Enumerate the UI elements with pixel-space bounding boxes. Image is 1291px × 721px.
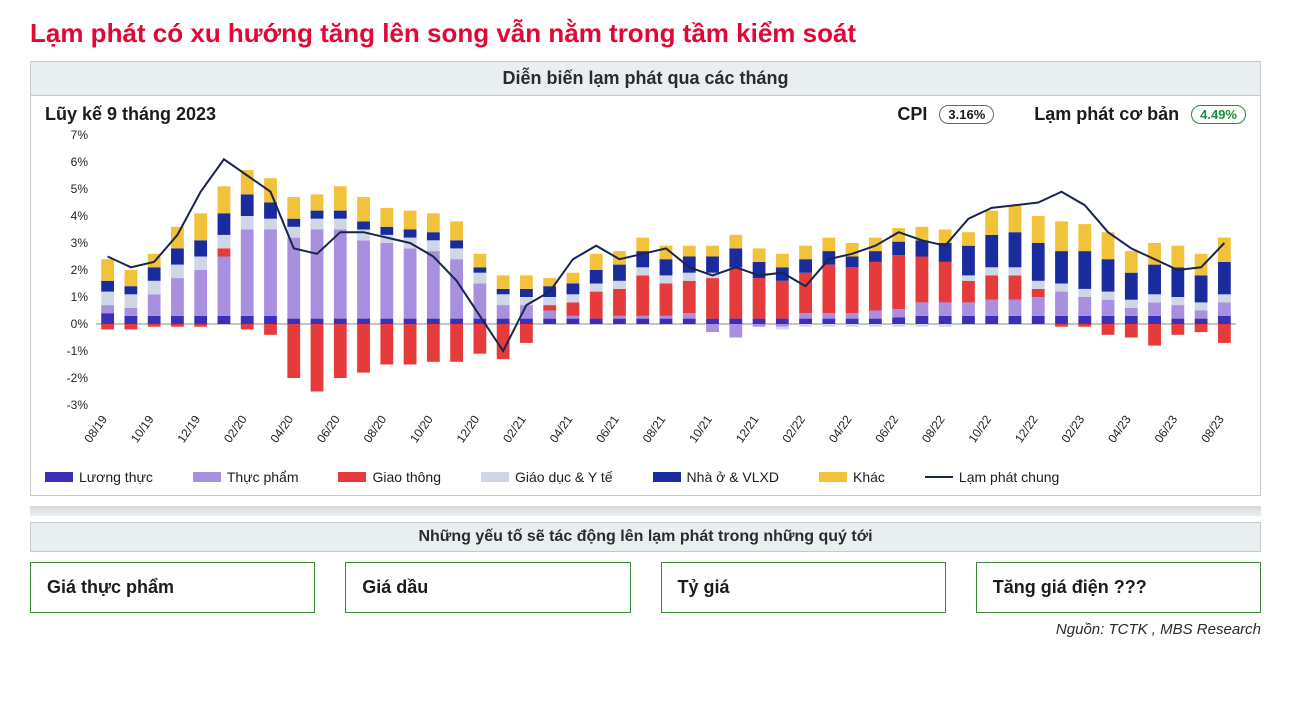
svg-text:02/21: 02/21 xyxy=(500,412,529,445)
svg-text:-3%: -3% xyxy=(66,398,88,412)
svg-text:08/20: 08/20 xyxy=(360,412,389,445)
legend-line: Lạm phát chung xyxy=(959,469,1059,485)
svg-text:12/22: 12/22 xyxy=(1012,412,1041,445)
metrics-row: Lũy kế 9 tháng 2023 CPI 3.16% Lạm phát c… xyxy=(31,96,1260,125)
factors-head: Những yếu tố sẽ tác động lên lạm phát tr… xyxy=(30,522,1261,552)
legend-thucpham: Thực phẩm xyxy=(227,469,299,485)
factor-box-4: Tăng giá điện ??? xyxy=(976,562,1261,613)
svg-text:1%: 1% xyxy=(70,290,88,304)
cpi-metric: CPI 3.16% xyxy=(897,104,994,125)
svg-text:4%: 4% xyxy=(70,209,88,223)
legend-khac: Khác xyxy=(853,469,885,485)
svg-text:0%: 0% xyxy=(70,317,88,331)
svg-text:06/22: 06/22 xyxy=(872,412,901,445)
core-value-pill: 4.49% xyxy=(1191,105,1246,124)
svg-text:08/23: 08/23 xyxy=(1198,412,1227,445)
chart-legend: Lương thực Thực phẩm Giao thông Giáo dục… xyxy=(31,465,1260,495)
legend-nhao: Nhà ở & VLXD xyxy=(687,469,779,485)
svg-text:5%: 5% xyxy=(70,182,88,196)
svg-text:08/21: 08/21 xyxy=(639,412,668,445)
page-title: Lạm phát có xu hướng tăng lên song vẫn n… xyxy=(30,18,1261,49)
svg-text:06/20: 06/20 xyxy=(314,412,343,445)
core-label: Lạm phát cơ bản xyxy=(1034,104,1179,125)
svg-text:10/19: 10/19 xyxy=(127,412,156,445)
svg-text:2%: 2% xyxy=(70,263,88,277)
svg-text:06/21: 06/21 xyxy=(593,412,622,445)
svg-text:3%: 3% xyxy=(70,236,88,250)
cpi-label: CPI xyxy=(897,104,927,125)
factor-box-1: Giá thực phẩm xyxy=(30,562,315,613)
core-metric: Lạm phát cơ bản 4.49% xyxy=(1034,104,1246,125)
svg-text:-2%: -2% xyxy=(66,371,88,385)
svg-text:10/21: 10/21 xyxy=(686,412,715,445)
legend-giaothong: Giao thông xyxy=(372,469,441,485)
source-text: Nguồn: TCTK , MBS Research xyxy=(30,621,1261,638)
svg-text:10/22: 10/22 xyxy=(965,412,994,445)
cpi-value-pill: 3.16% xyxy=(939,105,994,124)
svg-text:7%: 7% xyxy=(70,128,88,142)
svg-text:6%: 6% xyxy=(70,155,88,169)
svg-text:04/22: 04/22 xyxy=(825,412,854,445)
svg-text:04/23: 04/23 xyxy=(1105,412,1134,445)
legend-giaoduc: Giáo dục & Y tế xyxy=(515,469,613,485)
svg-text:12/20: 12/20 xyxy=(453,412,482,445)
svg-text:08/19: 08/19 xyxy=(81,412,110,445)
svg-text:02/22: 02/22 xyxy=(779,412,808,445)
svg-text:12/19: 12/19 xyxy=(174,412,203,445)
factors-row: Giá thực phẩm Giá dầu Tỷ giá Tăng giá đi… xyxy=(30,562,1261,613)
svg-text:02/20: 02/20 xyxy=(220,412,249,445)
divider-band xyxy=(30,506,1261,516)
svg-text:08/22: 08/22 xyxy=(918,412,947,445)
svg-text:10/20: 10/20 xyxy=(407,412,436,445)
cumulative-label: Lũy kế 9 tháng 2023 xyxy=(45,104,216,125)
svg-text:04/20: 04/20 xyxy=(267,412,296,445)
svg-text:-1%: -1% xyxy=(66,344,88,358)
inflation-chart: -3% -2% -1% 0% 1% 2% 3% 4% 5% 6% 7% 08/19 10/19 12/19… xyxy=(46,125,1246,465)
factor-box-2: Giá dầu xyxy=(345,562,630,613)
svg-text:02/23: 02/23 xyxy=(1058,412,1087,445)
factor-box-3: Tỷ giá xyxy=(661,562,946,613)
chart-panel: Diễn biến lạm phát qua các tháng Lũy kế … xyxy=(30,61,1261,496)
svg-text:12/21: 12/21 xyxy=(732,412,761,445)
panel-title: Diễn biến lạm phát qua các tháng xyxy=(31,62,1260,96)
svg-text:06/23: 06/23 xyxy=(1151,412,1180,445)
legend-luongthuc: Lương thực xyxy=(79,469,153,485)
svg-text:04/21: 04/21 xyxy=(546,412,575,445)
